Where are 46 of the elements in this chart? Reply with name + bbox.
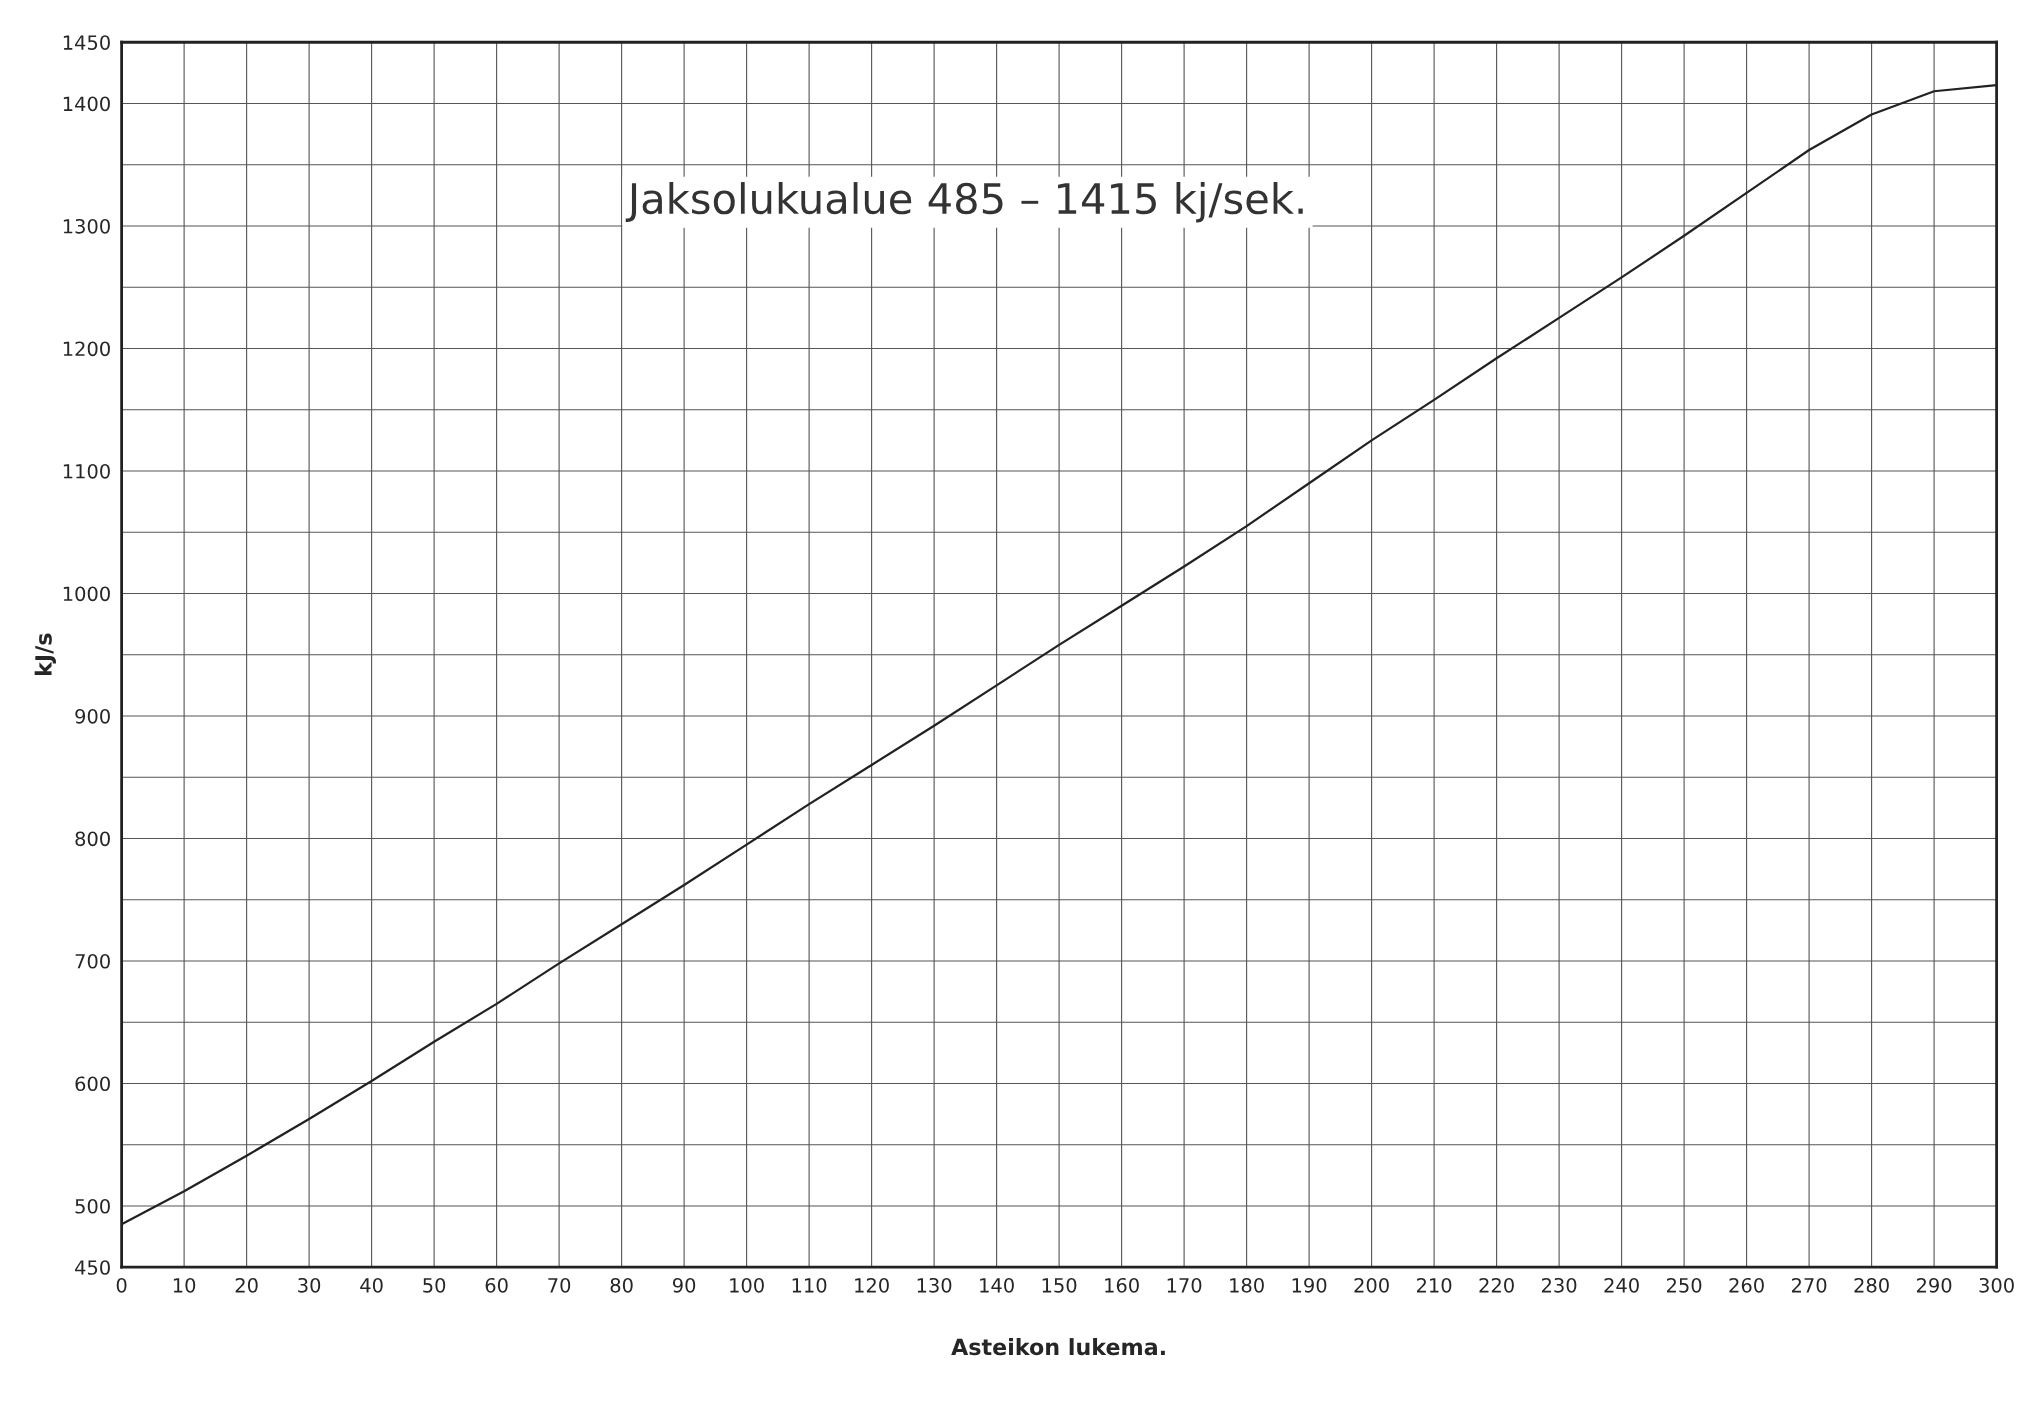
y-tick-label: 1200	[63, 341, 110, 357]
x-tick-label: 300	[1979, 1277, 2014, 1293]
x-tick-label: 130	[917, 1277, 952, 1293]
x-tick-label: 30	[298, 1277, 321, 1293]
x-tick-label: 170	[1167, 1277, 1202, 1293]
x-tick-label: 160	[1105, 1277, 1139, 1293]
x-tick-label: 220	[1479, 1277, 1514, 1293]
x-tick-label: 190	[1292, 1277, 1327, 1293]
annotation: Jaksolukualue 485 – 1415 kj/sek.	[625, 182, 1303, 223]
x-tick-label: 80	[610, 1277, 633, 1293]
y-tick-label: 1300	[63, 218, 110, 234]
x-tick-label: 100	[730, 1277, 764, 1293]
x-tick-label: 40	[360, 1277, 383, 1293]
x-tick-label: 180	[1230, 1277, 1264, 1293]
x-tick-label: 10	[173, 1277, 196, 1293]
x-tick-label: 50	[423, 1277, 446, 1293]
y-tick-label: 450	[75, 1260, 110, 1275]
y-tick-label: 900	[75, 708, 110, 724]
y-tick-label: 1450	[63, 35, 110, 50]
x-tick-label: 230	[1541, 1277, 1577, 1293]
y-tick-label: 600	[75, 1076, 110, 1092]
x-tick-label: 290	[1916, 1277, 1952, 1293]
y-tick-label: 500	[75, 1198, 110, 1214]
x-tick-label: 90	[672, 1277, 696, 1293]
y-tick-label: 1100	[63, 463, 110, 479]
x-tick-label: 140	[980, 1277, 1014, 1293]
x-tick-label: 60	[485, 1277, 508, 1293]
x-tick-label: 270	[1791, 1277, 1827, 1293]
x-tick-label: 210	[1416, 1277, 1452, 1293]
x-tick-label: 110	[792, 1277, 827, 1293]
x-tick-label: 0	[116, 1277, 127, 1293]
x-tick-label: 70	[548, 1277, 571, 1293]
y-tick-label: 800	[75, 831, 110, 847]
y-axis-title: kJ/s	[34, 633, 56, 676]
x-tick-label: 120	[855, 1277, 889, 1293]
x-tick-label: 250	[1666, 1277, 1702, 1293]
y-tick-label: 700	[75, 953, 110, 969]
x-tick-label: 260	[1729, 1277, 1764, 1293]
x-tick-label: 280	[1854, 1277, 1889, 1293]
x-tick-label: 200	[1354, 1277, 1389, 1293]
y-tick-label: 1400	[63, 96, 110, 112]
x-tick-label: 240	[1604, 1277, 1639, 1293]
y-tick-label: 1000	[63, 586, 110, 602]
x-axis-title: Asteikon lukema.	[951, 1338, 1165, 1356]
x-tick-label: 20	[235, 1277, 258, 1293]
x-tick-label: 150	[1042, 1277, 1077, 1293]
